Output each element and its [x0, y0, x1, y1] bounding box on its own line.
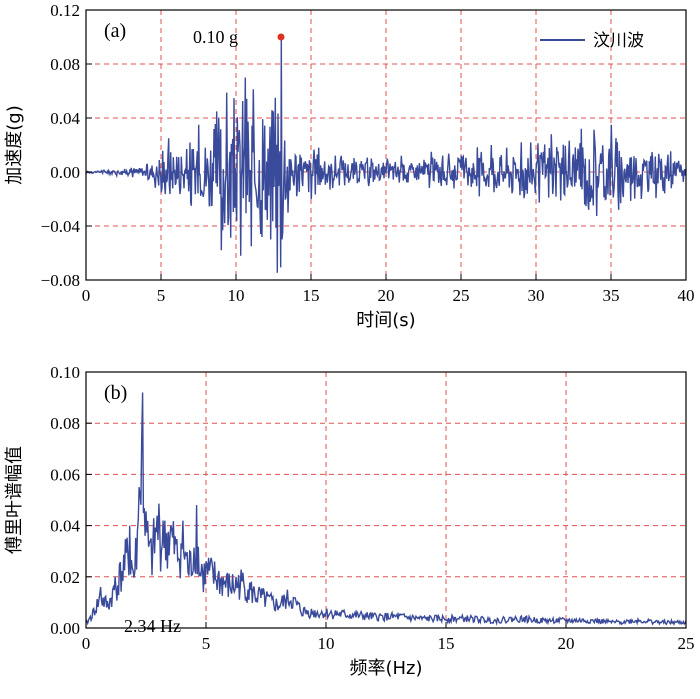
x-axis-label-a: 时间(s)	[356, 310, 415, 331]
x-tick-label: 10	[228, 286, 245, 305]
x-tick-label: 15	[438, 634, 455, 653]
x-tick-label: 25	[453, 286, 470, 305]
grid-b	[86, 372, 686, 628]
y-tick-label: 0.08	[50, 414, 80, 433]
x-tick-label: 35	[603, 286, 620, 305]
acceleration-series-line	[85, 36, 687, 273]
y-tick-label: 0.12	[50, 1, 80, 20]
x-tick-label: 20	[378, 286, 395, 305]
y-tick-label: 0.02	[50, 568, 80, 587]
x-tick-label: 5	[157, 286, 166, 305]
y-tick-label: 0.08	[50, 55, 80, 74]
x-tick-label: 15	[303, 286, 320, 305]
y-tick-label: 0.00	[50, 619, 80, 638]
spectrum-series-line	[85, 392, 687, 626]
plot-frame-b	[85, 371, 687, 629]
ticks-a: 0 5 10 15 20 25 30 35 40 −0.08 −0.04 0.00 0.04 0.08 0.…	[41, 1, 695, 305]
peak-frequency-annotation: 2.34 Hz	[124, 616, 181, 636]
y-tick-label: 0.06	[50, 465, 80, 484]
fourier-spectrum-chart: 0 5 10 15 20 25 0.00 0.02 0.04 0.06 0.08 0.10 (b) 2…	[4, 363, 695, 679]
panel-label-a: (a)	[104, 20, 126, 42]
peak-annotation: 0.10 g	[193, 27, 238, 47]
y-axis-label-a: 加速度(g)	[4, 105, 25, 184]
y-tick-label: 0.04	[50, 109, 80, 128]
x-tick-label: 0	[82, 634, 91, 653]
y-tick-label: 0.00	[50, 163, 80, 182]
y-tick-label: −0.04	[41, 217, 81, 236]
y-tick-label: 0.10	[50, 363, 80, 382]
x-tick-label: 25	[678, 634, 695, 653]
x-tick-label: 20	[558, 634, 575, 653]
peak-marker	[277, 33, 285, 41]
ticks-b: 0 5 10 15 20 25 0.00 0.02 0.04 0.06 0.08 0.10	[50, 363, 694, 653]
y-tick-label: −0.08	[41, 271, 80, 290]
panel-label-b: (b)	[104, 382, 127, 404]
x-tick-label: 30	[528, 286, 545, 305]
y-tick-label: 0.04	[50, 517, 80, 536]
x-axis-label-b: 频率(Hz)	[349, 658, 422, 679]
y-axis-label-b: 傅里叶谱幅值	[4, 446, 25, 554]
x-tick-label: 40	[678, 286, 695, 305]
x-tick-label: 5	[202, 634, 211, 653]
acceleration-chart: 0 5 10 15 20 25 30 35 40 −0.08 −0.04 0.00 0.04 0.08 0.…	[4, 1, 695, 331]
x-tick-label: 0	[82, 286, 91, 305]
x-tick-label: 10	[318, 634, 335, 653]
legend-entry: 汶川波	[593, 31, 644, 51]
